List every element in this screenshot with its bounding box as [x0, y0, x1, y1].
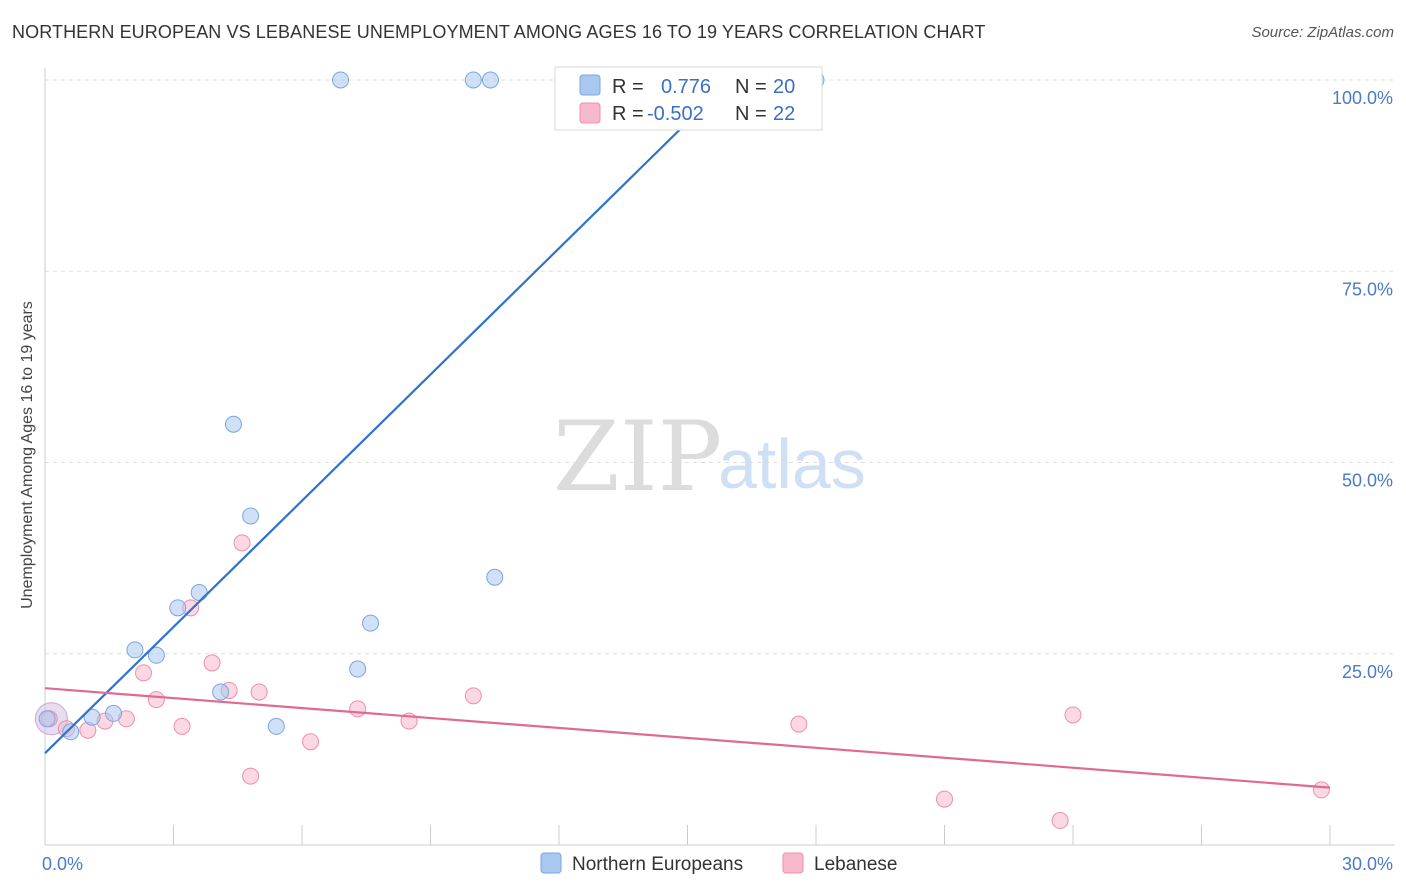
legend-r-value: -0.502 [647, 103, 704, 125]
northern-europeans-point [267, 717, 285, 735]
source-credit: Source: ZipAtlas.com [1251, 24, 1394, 41]
lebanese-point [464, 687, 482, 705]
northern-europeans-point [332, 71, 350, 89]
watermark-atlas: atlas [718, 425, 866, 503]
northern-europeans-point [224, 415, 242, 433]
watermark-zip: ZIP [553, 401, 722, 513]
northern-europeans-point [38, 710, 56, 728]
lebanese-point [302, 733, 320, 751]
legend-r-value: 0.776 [661, 76, 711, 98]
northern-europeans-point [62, 723, 80, 741]
lebanese-point [250, 683, 268, 701]
y-tick-labels: 25.0% 50.0% 75.0% 100.0% [1332, 88, 1393, 682]
northern-europeans-point [105, 704, 123, 722]
y-tick-label: 25.0% [1342, 662, 1393, 682]
legend-swatch-northern-europeans [579, 74, 601, 96]
northern-europeans-point [147, 646, 165, 664]
northern-europeans-point [242, 507, 260, 525]
bottom-legend-label-lebanese: Lebanese [814, 854, 897, 875]
legend-r-label: R = [612, 76, 644, 98]
northern-europeans-point [190, 584, 208, 602]
northern-europeans-point [212, 683, 230, 701]
chart-title: NORTHERN EUROPEAN VS LEBANESE UNEMPLOYME… [12, 22, 986, 42]
northern-europeans-points [38, 71, 825, 741]
northern-europeans-point [83, 708, 101, 726]
x-tick-label: 30.0% [1342, 854, 1393, 874]
northern-europeans-point [362, 614, 380, 632]
lebanese-point [135, 664, 153, 682]
legend-n-label: N = [735, 103, 767, 125]
lebanese-point [1312, 781, 1330, 799]
series-legend: Northern Europeans Lebanese [540, 852, 897, 875]
northern-europeans-point [349, 660, 367, 678]
northern-europeans-point [126, 641, 144, 659]
legend-n-value: 20 [773, 76, 795, 98]
lebanese-point [147, 691, 165, 709]
lebanese-points [34, 534, 1330, 830]
y-tick-label: 50.0% [1342, 471, 1393, 491]
correlation-legend: R = 0.776 N = 20 R = -0.502 N = 22 [554, 66, 823, 131]
y-tick-label: 100.0% [1332, 88, 1393, 108]
legend-n-label: N = [735, 76, 767, 98]
northern-europeans-point [169, 599, 187, 617]
lebanese-point [349, 700, 367, 718]
lebanese-point [242, 767, 260, 785]
x-tick-label: 0.0% [42, 854, 83, 874]
lebanese-point [203, 654, 221, 672]
northern-europeans-point [486, 568, 504, 586]
legend-r-label: R = [612, 103, 644, 125]
x-tick-labels: 0.0% 30.0% [42, 854, 1393, 874]
trend-lines [44, 79, 1331, 789]
legend-n-value: 22 [773, 103, 795, 125]
bottom-legend-swatch-lebanese [782, 852, 804, 874]
gridlines [45, 79, 1395, 655]
bottom-legend-label-northern-europeans: Northern Europeans [572, 854, 743, 875]
lebanese-point [790, 715, 808, 733]
y-tick-label: 75.0% [1342, 279, 1393, 299]
lebanese-point [1051, 812, 1069, 830]
northern-europeans-point [481, 71, 499, 89]
bottom-legend-swatch-northern-europeans [540, 852, 562, 874]
northern-europeans-point [464, 71, 482, 89]
lebanese-point [936, 790, 953, 808]
lebanese-point [1064, 706, 1082, 724]
lebanese-point [173, 717, 191, 735]
lebanese-trend-line [44, 687, 1331, 789]
northern-europeans-trend-line [44, 79, 732, 754]
lebanese-point [233, 534, 251, 552]
legend-swatch-lebanese [579, 102, 601, 124]
